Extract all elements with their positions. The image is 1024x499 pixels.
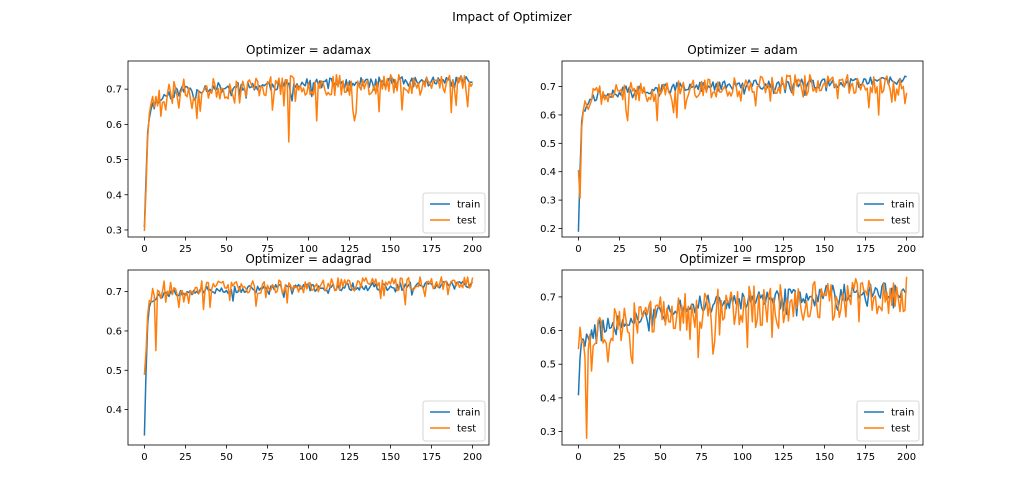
x-tick-label: 25 <box>613 452 626 463</box>
y-tick-label: 0.6 <box>540 326 556 337</box>
y-tick-label: 0.3 <box>540 196 556 207</box>
y-tick-label: 0.2 <box>540 224 556 235</box>
y-tick-label: 0.7 <box>540 292 556 303</box>
x-tick-label: 125 <box>340 452 359 463</box>
series-line-test <box>143 73 474 232</box>
x-tick-label: 50 <box>220 244 233 255</box>
x-tick-label: 200 <box>463 244 482 255</box>
y-tick-label: 0.7 <box>540 82 556 93</box>
x-tick-label: 0 <box>141 452 147 463</box>
legend-box <box>856 400 920 442</box>
x-tick-label: 125 <box>340 244 359 255</box>
legend-box <box>856 192 920 234</box>
x-tick-label: 50 <box>220 452 233 463</box>
legend-label-test: test <box>891 216 910 227</box>
y-tick-label: 0.6 <box>106 120 122 131</box>
subplot-2: Optimizer = adam 0 25 50 75 100 125 150 175 200 0.… <box>540 43 924 255</box>
x-tick-label: 175 <box>856 244 875 255</box>
legend: train test <box>422 400 486 442</box>
x-tick-label: 150 <box>815 452 834 463</box>
x-tick-label: 175 <box>856 452 875 463</box>
x-tick-label: 50 <box>654 452 667 463</box>
y-tick-label: 0.5 <box>106 366 122 377</box>
x-tick-label: 75 <box>261 452 274 463</box>
subplot-3: Optimizer = adagrad 0 25 50 75 100 125 150 175 20… <box>106 252 490 463</box>
y-tick-label: 0.7 <box>106 287 122 298</box>
x-tick-label: 0 <box>575 452 581 463</box>
x-tick-label: 150 <box>381 452 400 463</box>
y-tick-label: 0.7 <box>106 85 122 96</box>
legend: train test <box>856 400 920 442</box>
y-tick-label: 0.3 <box>106 225 122 236</box>
series-line-test <box>143 276 474 375</box>
x-tick-label: 25 <box>613 244 626 255</box>
legend-label-test: test <box>457 424 476 435</box>
subplot-4: Optimizer = rmsprop 0 25 50 75 100 125 150 175 20… <box>540 252 924 463</box>
x-tick-label: 200 <box>463 452 482 463</box>
legend-label-train: train <box>891 200 914 211</box>
legend-label-test: test <box>891 424 910 435</box>
subplot-title: Optimizer = rmsprop <box>679 252 805 266</box>
x-tick-label: 150 <box>381 244 400 255</box>
x-tick-label: 125 <box>774 452 793 463</box>
x-tick-label: 100 <box>733 244 752 255</box>
series-line-test <box>577 276 908 440</box>
legend-label-test: test <box>457 216 476 227</box>
y-tick-label: 0.5 <box>540 360 556 371</box>
x-tick-label: 200 <box>897 244 916 255</box>
x-tick-label: 150 <box>815 244 834 255</box>
legend-label-train: train <box>891 408 914 419</box>
y-tick-label: 0.5 <box>106 155 122 166</box>
subplot-title: Optimizer = adagrad <box>245 252 371 266</box>
series-line-test <box>577 73 908 199</box>
x-tick-label: 75 <box>695 452 708 463</box>
legend-label-train: train <box>457 200 480 211</box>
x-tick-label: 25 <box>179 244 192 255</box>
x-tick-label: 125 <box>774 244 793 255</box>
x-tick-label: 75 <box>695 244 708 255</box>
x-tick-label: 200 <box>897 452 916 463</box>
x-tick-label: 175 <box>422 244 441 255</box>
y-tick-label: 0.4 <box>106 190 122 201</box>
legend-box <box>422 192 486 234</box>
legend-box <box>422 400 486 442</box>
subplot-1: Optimizer = adamax 0 25 50 75 100 125 150 175 200… <box>106 43 490 255</box>
x-tick-label: 100 <box>299 244 318 255</box>
x-tick-label: 100 <box>733 452 752 463</box>
legend: train test <box>422 192 486 234</box>
y-tick-label: 0.4 <box>540 393 556 404</box>
legend: train test <box>856 192 920 234</box>
subplot-title: Optimizer = adamax <box>246 43 371 57</box>
x-tick-label: 175 <box>422 452 441 463</box>
x-tick-label: 50 <box>654 244 667 255</box>
y-tick-label: 0.5 <box>540 139 556 150</box>
subplots: Optimizer = adamax 0 25 50 75 100 125 150 175 200… <box>106 43 924 463</box>
subplot-title: Optimizer = adam <box>687 43 797 57</box>
y-tick-label: 0.6 <box>106 326 122 337</box>
y-tick-label: 0.6 <box>540 110 556 121</box>
series-line-train <box>577 75 907 232</box>
x-tick-label: 100 <box>299 452 318 463</box>
x-tick-label: 0 <box>141 244 147 255</box>
figure-title: Impact of Optimizer <box>452 10 572 24</box>
y-tick-label: 0.4 <box>106 405 122 416</box>
y-tick-label: 0.4 <box>540 167 556 178</box>
x-tick-label: 0 <box>575 244 581 255</box>
y-tick-label: 0.3 <box>540 427 556 438</box>
x-tick-label: 75 <box>261 244 274 255</box>
x-tick-label: 25 <box>179 452 192 463</box>
legend-label-train: train <box>457 408 480 419</box>
